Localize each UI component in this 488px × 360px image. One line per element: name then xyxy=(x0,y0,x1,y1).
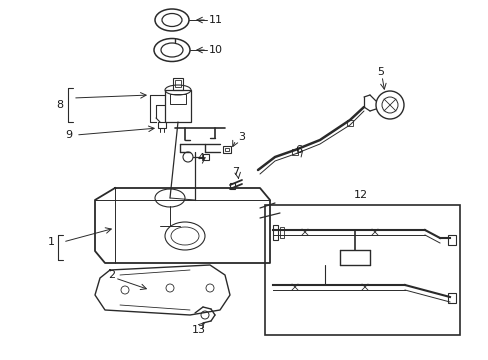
Bar xyxy=(346,120,352,126)
Text: 10: 10 xyxy=(208,45,223,55)
Text: 5: 5 xyxy=(376,67,383,77)
Bar xyxy=(164,90,191,122)
Bar xyxy=(158,122,165,128)
Bar xyxy=(224,148,228,151)
Text: 7: 7 xyxy=(231,167,239,177)
Text: 2: 2 xyxy=(108,270,115,280)
Text: 4: 4 xyxy=(197,153,203,163)
Bar xyxy=(223,146,230,153)
Bar xyxy=(280,227,284,238)
Bar xyxy=(229,183,235,189)
Text: 11: 11 xyxy=(208,15,223,25)
Text: 1: 1 xyxy=(48,237,55,247)
Bar xyxy=(264,205,459,335)
Bar xyxy=(170,94,185,104)
Text: 12: 12 xyxy=(353,190,367,200)
Text: 6: 6 xyxy=(294,145,302,155)
Text: 3: 3 xyxy=(238,132,244,142)
Text: 8: 8 xyxy=(56,100,63,110)
Bar xyxy=(173,78,183,90)
Bar xyxy=(447,235,455,245)
Bar xyxy=(175,80,181,87)
Bar xyxy=(203,154,208,160)
Text: 9: 9 xyxy=(65,130,72,140)
Bar xyxy=(272,225,278,240)
Text: 13: 13 xyxy=(192,325,205,335)
Bar xyxy=(447,293,455,303)
Bar xyxy=(291,149,297,155)
